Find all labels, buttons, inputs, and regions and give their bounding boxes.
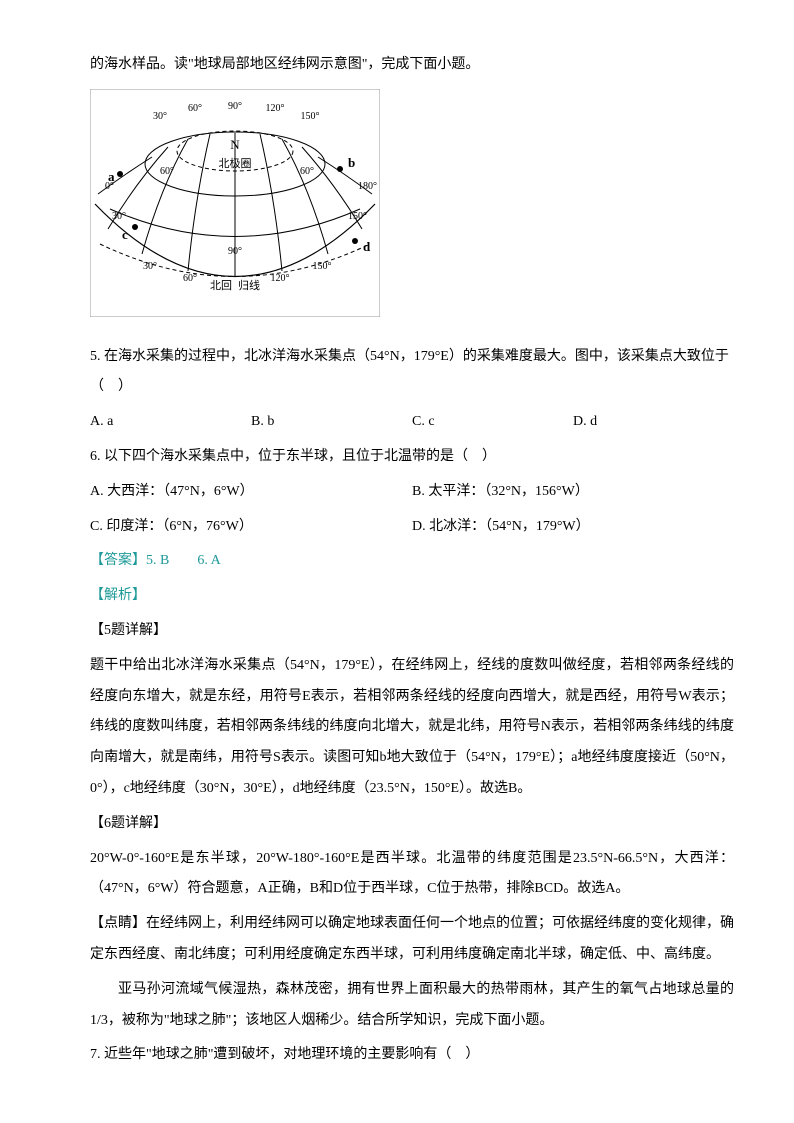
q6-opt-d: D. 北冰洋：（54°N，179°W） [412,512,734,543]
q5-explanation: 题干中给出北冰洋海水采集点（54°N，179°E），在经纬网上，经线的度数叫做经… [90,651,734,805]
svg-text:60°: 60° [160,166,174,177]
tips-label: 【点睛】 [90,916,146,931]
svg-text:60°: 60° [300,166,314,177]
svg-text:150°: 150° [301,111,320,122]
svg-text:N: N [230,137,240,152]
q6-detail-label: 【6题详解】 [90,809,734,840]
svg-text:b: b [348,155,355,170]
svg-text:d: d [363,239,371,254]
svg-text:60°: 60° [188,103,202,114]
q6-explanation: 20°W-0°-160°E是东半球，20°W-180°-160°E是西半球。北温… [90,844,734,906]
question-6: 6. 以下四个海水采集点中，位于东半球，且位于北温带的是（ ） [90,442,734,473]
svg-text:90°: 90° [228,101,242,112]
q5-options: A. a B. b C. c D. d [90,407,734,438]
q5-opt-b: B. b [251,407,412,438]
q5-opt-d: D. d [573,407,734,438]
globe-diagram: N 北极圈 北回归线 30° 60° 90° 120° 150° 30° 60°… [90,89,734,330]
svg-text:120°: 120° [271,273,290,284]
q5-opt-c: C. c [412,407,573,438]
svg-text:60°: 60° [183,273,197,284]
tips-text: 在经纬网上，利用经纬网可以确定地球表面任何一个地点的位置；可依据经纬度的变化规律… [90,916,734,962]
tips: 【点睛】在经纬网上，利用经纬网可以确定地球表面任何一个地点的位置；可依据经纬度的… [90,909,734,971]
q5-opt-a: A. a [90,407,251,438]
q6-opt-a: A. 大西洋：（47°N，6°W） [90,477,412,508]
amazon-intro: 亚马孙河流域气候湿热，森林茂密，拥有世界上面积最大的热带雨林，其产生的氧气占地球… [90,975,734,1037]
svg-text:a: a [108,169,115,184]
svg-text:90°: 90° [228,246,242,257]
q6-options-row2: C. 印度洋：（6°N，76°W） D. 北冰洋：（54°N，179°W） [90,512,734,543]
svg-text:北极圈: 北极圈 [219,156,252,170]
svg-text:180°: 180° [358,181,377,192]
svg-text:c: c [122,227,128,242]
q6-opt-b: B. 太平洋：（32°N，156°W） [412,477,734,508]
analysis-label: 【解析】 [90,581,734,612]
svg-text:150°: 150° [313,261,332,272]
q6-opt-c: C. 印度洋：（6°N，76°W） [90,512,412,543]
svg-text:150°: 150° [348,211,367,222]
svg-text:30°: 30° [153,111,167,122]
svg-text:120°: 120° [266,103,285,114]
intro-text: 的海水样品。读"地球局部地区经纬网示意图"，完成下面小题。 [90,50,734,81]
q6-options-row1: A. 大西洋：（47°N，6°W） B. 太平洋：（32°N，156°W） [90,477,734,508]
answer: 【答案】5. B 6. A [90,546,734,577]
svg-text:30°: 30° [143,261,157,272]
question-7: 7. 近些年"地球之肺"遭到破坏，对地理环境的主要影响有（ ） [90,1040,734,1071]
svg-text:30°: 30° [112,211,126,222]
question-5: 5. 在海水采集的过程中，北冰洋海水采集点（54°N，179°E）的采集难度最大… [90,342,734,404]
q5-detail-label: 【5题详解】 [90,616,734,647]
